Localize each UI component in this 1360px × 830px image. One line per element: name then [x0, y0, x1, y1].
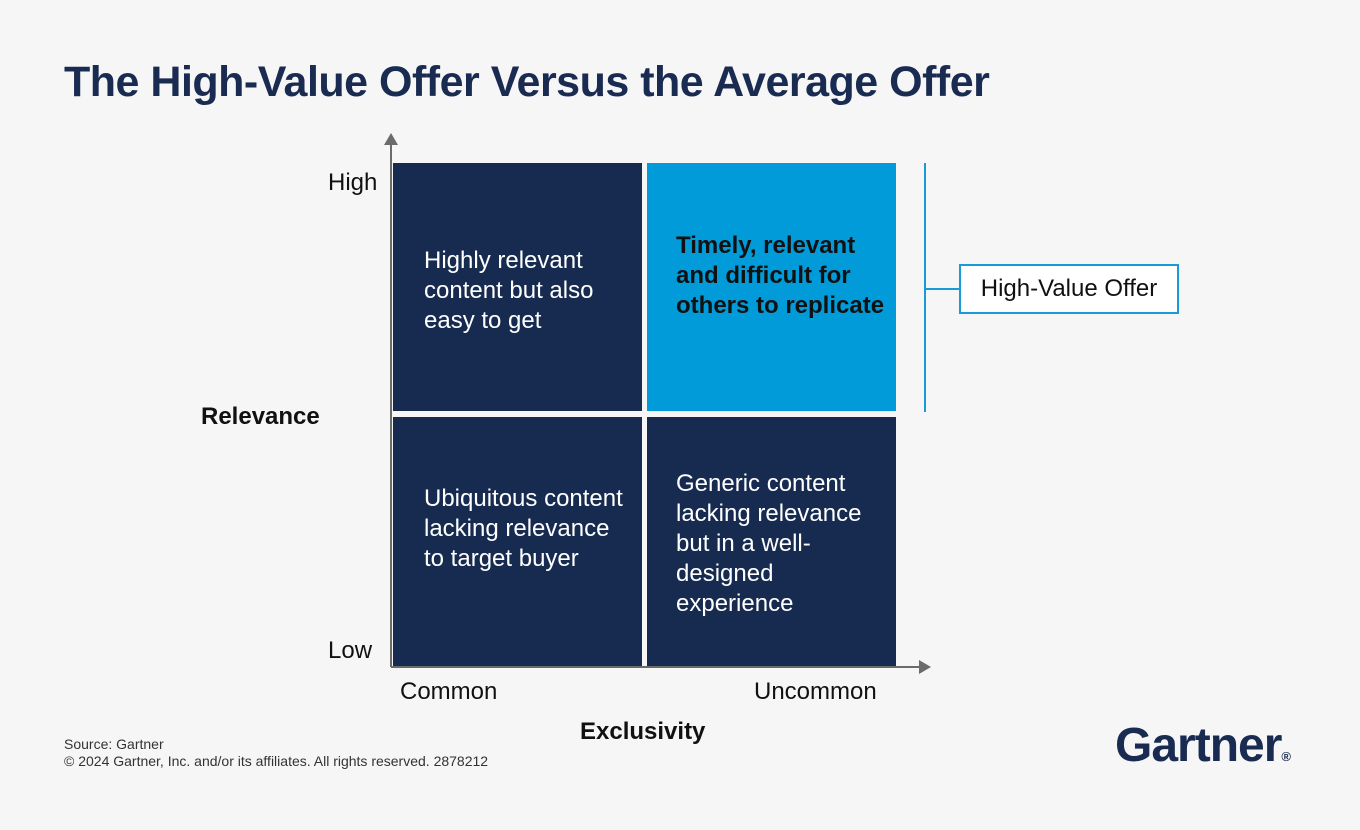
x-axis-title: Exclusivity [580, 718, 706, 745]
y-axis-low-label: Low [328, 637, 373, 664]
quadrant-bottom-left-text: Ubiquitous content lacking relevance to … [424, 485, 623, 572]
x-axis-arrow [919, 660, 931, 674]
quadrant-top-left-text: Highly relevant content but also easy to… [424, 247, 594, 334]
y-axis-arrow [384, 133, 398, 145]
source-text: Source: Gartner [64, 736, 164, 752]
copyright-text: © 2024 Gartner, Inc. and/or its affiliat… [64, 753, 489, 769]
y-axis-title: Relevance [201, 403, 320, 430]
high-value-offer-callout: High-Value Offer [959, 264, 1179, 314]
x-axis-low-label: Common [400, 678, 498, 705]
logo-registered-mark: ® [1281, 749, 1291, 764]
x-axis-high-label: Uncommon [754, 678, 877, 705]
quadrant-bottom-right: Generic content lacking relevance but in… [647, 417, 896, 666]
quadrant-top-left: Highly relevant content but also easy to… [393, 163, 642, 411]
quadrant-bottom-right-text: Generic content lacking relevance but in… [676, 470, 862, 617]
quadrant-top-right: Timely, relevant and difficult for other… [647, 163, 896, 411]
page-title: The High-Value Offer Versus the Average … [64, 58, 990, 106]
quadrant-bottom-left: Ubiquitous content lacking relevance to … [393, 417, 642, 666]
quadrant-top-right-text: Timely, relevant and difficult for other… [676, 232, 885, 319]
y-axis-high-label: High [328, 169, 378, 196]
logo-wordmark: Gartner [1115, 719, 1282, 772]
gartner-logo: Gartner® [1115, 718, 1291, 773]
